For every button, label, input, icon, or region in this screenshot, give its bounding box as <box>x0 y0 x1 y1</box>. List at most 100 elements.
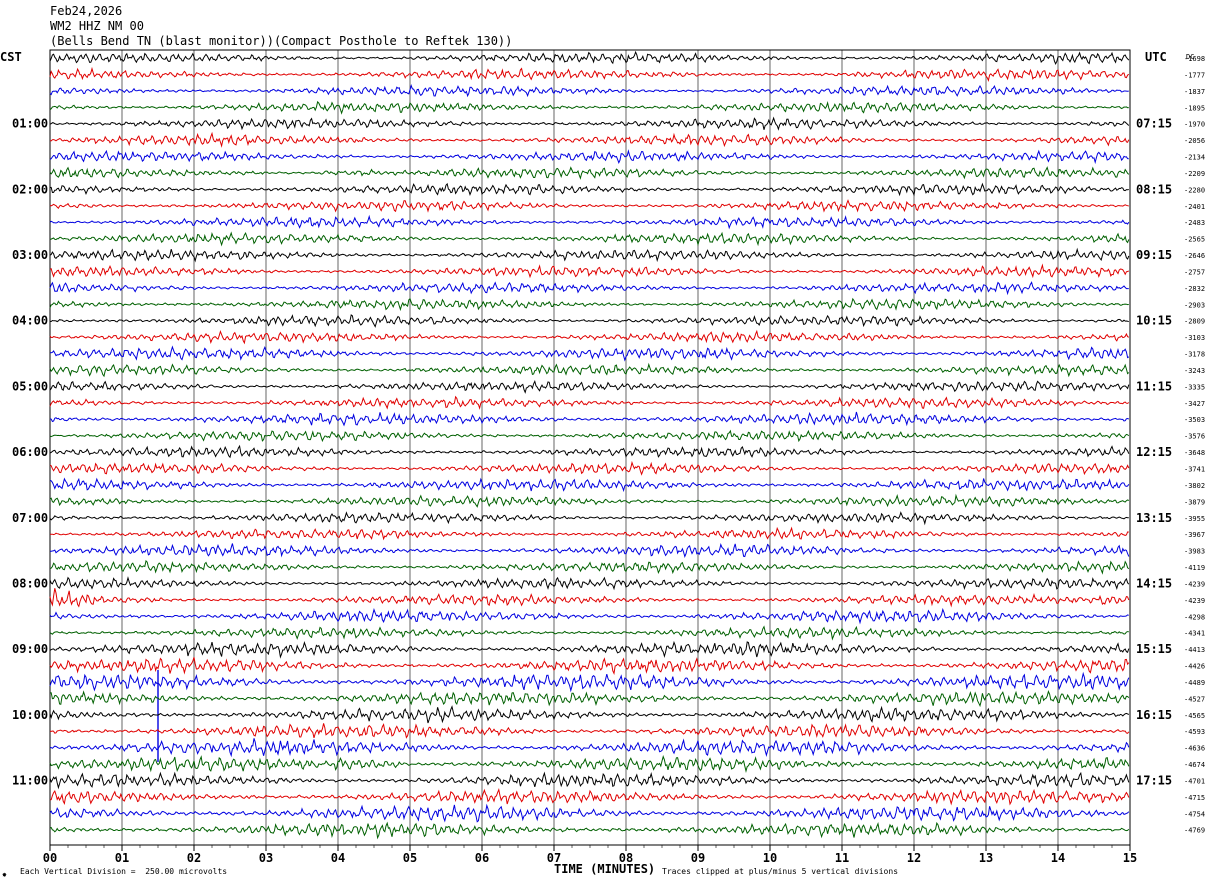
seismic-trace <box>49 493 1130 508</box>
dc-offset-label: -3983 <box>1184 548 1205 556</box>
dc-offset-label: -4769 <box>1184 827 1205 835</box>
plot-date: Feb24,2026 <box>50 4 123 18</box>
dc-offset-label: -4701 <box>1184 777 1205 785</box>
seismic-trace <box>49 182 1129 197</box>
dc-offset-label: -4426 <box>1184 663 1205 671</box>
left-hour-label: 07:00 <box>12 511 48 525</box>
left-hour-label: 09:00 <box>12 642 48 656</box>
right-hour-label: 11:15 <box>1136 379 1172 393</box>
left-hour-label: 10:00 <box>12 708 48 722</box>
seismic-trace <box>49 329 1130 345</box>
dc-offset-label: -1970 <box>1184 121 1205 129</box>
dc-offset-label: -2903 <box>1184 301 1205 309</box>
dc-offset-label: -1777 <box>1184 71 1205 79</box>
seismic-trace <box>49 345 1130 362</box>
dc-offset-label: -3802 <box>1184 482 1205 490</box>
seismic-trace <box>49 314 1129 328</box>
x-tick-label: 13 <box>979 851 993 865</box>
seismic-trace <box>49 640 1130 659</box>
corner-mark: ✸ <box>2 870 7 879</box>
seismic-trace <box>49 444 1130 459</box>
left-hour-label: 08:00 <box>12 576 48 590</box>
x-tick-label: 08 <box>619 851 633 865</box>
seismic-trace <box>49 50 1130 65</box>
right-hour-label: 14:15 <box>1136 576 1172 590</box>
left-hour-label: 03:00 <box>12 248 48 262</box>
dc-offset-label: -4636 <box>1184 745 1205 753</box>
seismic-trace <box>49 803 1130 823</box>
x-tick-label: 15 <box>1123 851 1137 865</box>
seismic-trace <box>49 588 1130 608</box>
dc-offset-label: -2565 <box>1184 236 1205 244</box>
seismic-trace <box>49 231 1130 247</box>
right-hour-label: 13:15 <box>1136 511 1172 525</box>
dc-offset-label: -2401 <box>1184 203 1205 211</box>
x-tick-label: 09 <box>691 851 705 865</box>
seismic-trace <box>49 705 1130 724</box>
seismic-trace <box>49 738 1130 758</box>
seismic-trace <box>49 559 1130 575</box>
x-tick-label: 00 <box>43 851 57 865</box>
dc-offset-label: -3178 <box>1184 351 1205 359</box>
dc-offset-label: -3503 <box>1184 416 1205 424</box>
left-hour-label: 11:00 <box>12 773 48 787</box>
left-hour-label: 01:00 <box>12 117 48 131</box>
dc-offset-label: -2832 <box>1184 285 1205 293</box>
x-tick-label: 07 <box>547 851 561 865</box>
seismic-trace <box>49 607 1129 625</box>
dc-offset-label: -1837 <box>1184 88 1205 96</box>
seismic-trace <box>49 821 1130 840</box>
dc-offset-label: -3427 <box>1184 400 1205 408</box>
seismic-trace <box>49 100 1129 115</box>
dc-offset-label: -1895 <box>1184 104 1205 112</box>
seismic-trace <box>49 625 1129 641</box>
dc-offset-label: -3335 <box>1184 383 1205 391</box>
dc-offset-label: -2280 <box>1184 186 1205 194</box>
dc-offset-label: -2134 <box>1184 154 1205 162</box>
dc-offset-label: -1698 <box>1184 55 1205 63</box>
dc-offset-label: -2209 <box>1184 170 1205 178</box>
x-tick-label: 11 <box>835 851 849 865</box>
dc-offset-label: -3879 <box>1184 498 1205 506</box>
left-hour-label: 04:00 <box>12 314 48 328</box>
right-hour-label: 16:15 <box>1136 708 1172 722</box>
x-tick-label: 02 <box>187 851 201 865</box>
dc-offset-label: -3967 <box>1184 531 1205 539</box>
dc-offset-label: -4565 <box>1184 712 1205 720</box>
x-tick-label: 12 <box>907 851 921 865</box>
seismic-trace <box>49 395 1130 410</box>
timezone-left-label: CST <box>0 50 22 64</box>
seismic-trace <box>49 460 1130 476</box>
right-hour-label: 08:15 <box>1136 182 1172 196</box>
dc-offset-label: -4341 <box>1184 630 1205 638</box>
seismic-trace <box>49 263 1130 279</box>
dc-offset-label: -3955 <box>1184 515 1205 523</box>
dc-offset-label: -4239 <box>1184 597 1205 605</box>
dc-offset-label: -2646 <box>1184 252 1205 260</box>
dc-offset-label: -4527 <box>1184 695 1205 703</box>
dc-offset-label: -2809 <box>1184 318 1205 326</box>
dc-offset-label: -2056 <box>1184 137 1205 145</box>
dc-offset-label: -4593 <box>1184 728 1205 736</box>
dc-offset-label: -4413 <box>1184 646 1205 654</box>
seismic-trace <box>49 247 1130 263</box>
seismic-trace <box>49 84 1129 98</box>
dc-offset-label: -4298 <box>1184 613 1205 621</box>
x-tick-label: 05 <box>403 851 417 865</box>
seismic-trace <box>49 477 1130 493</box>
seismic-trace <box>49 754 1130 773</box>
seismic-trace <box>49 771 1130 790</box>
seismic-trace <box>49 411 1129 427</box>
dc-offset-label: -3103 <box>1184 334 1205 342</box>
seismic-trace <box>49 362 1130 378</box>
seismic-trace <box>49 199 1129 213</box>
seismic-trace <box>49 166 1130 180</box>
timezone-right-label: UTC <box>1145 50 1167 64</box>
seismic-trace <box>49 379 1130 394</box>
right-hour-label: 09:15 <box>1136 248 1172 262</box>
seismic-trace <box>49 281 1129 296</box>
x-tick-label: 06 <box>475 851 489 865</box>
x-tick-label: 10 <box>763 851 777 865</box>
x-tick-label: 04 <box>331 851 345 865</box>
